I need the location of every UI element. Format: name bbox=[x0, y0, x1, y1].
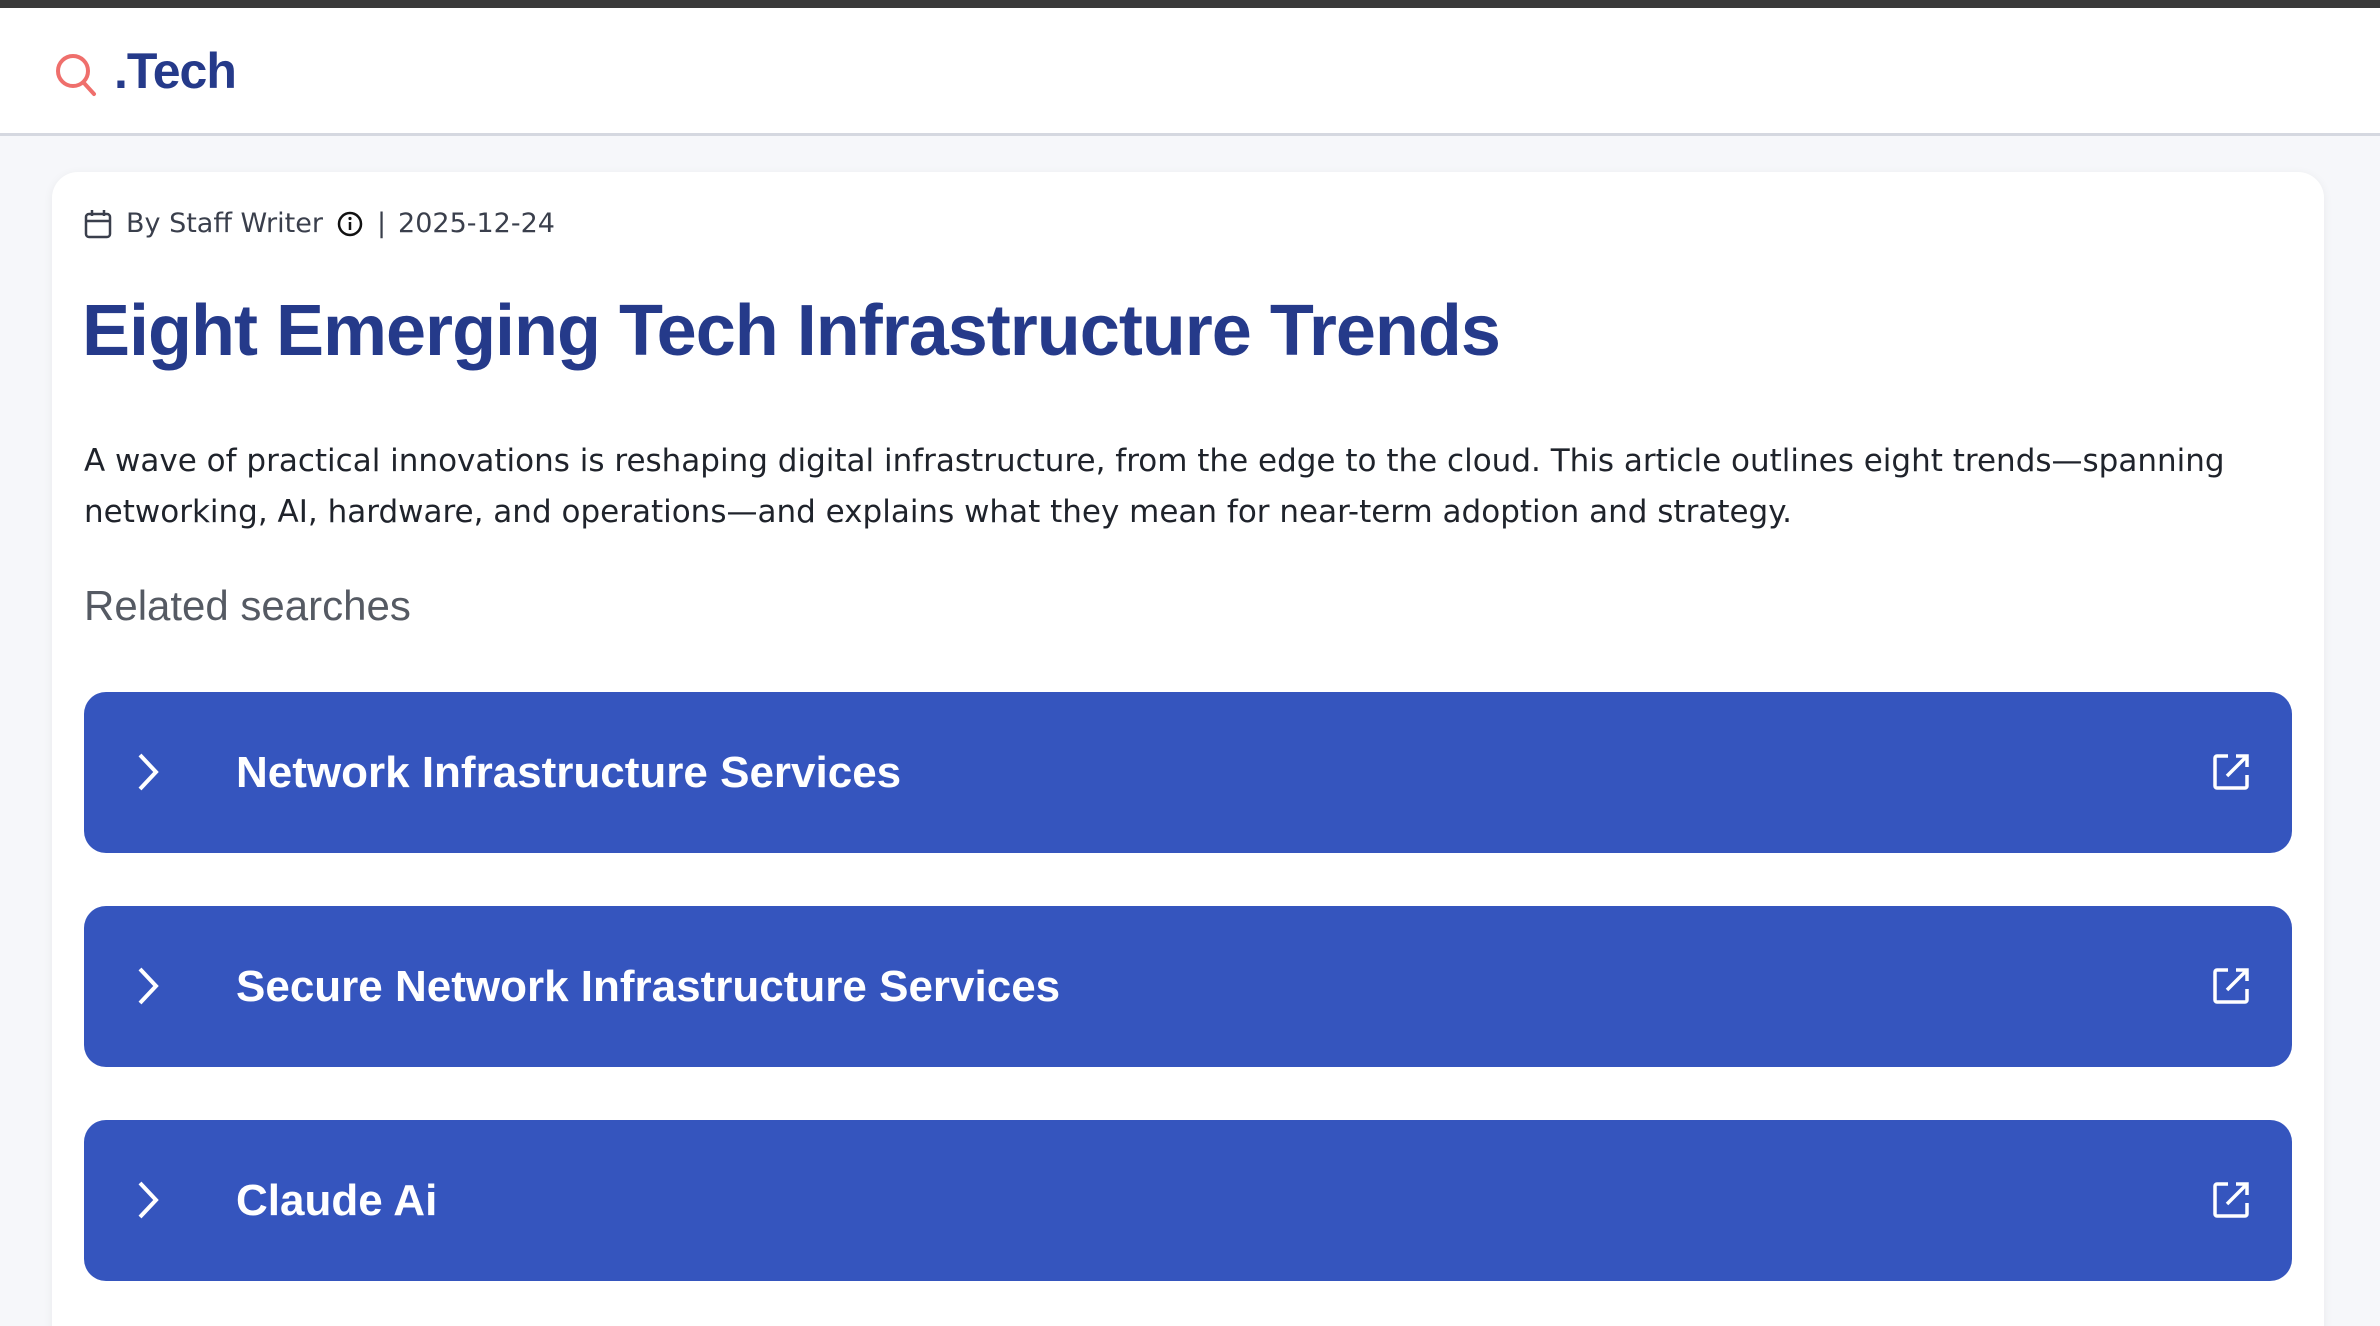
calendar-icon bbox=[84, 209, 112, 238]
search-icon bbox=[56, 53, 96, 96]
related-search-label: Network Infrastructure Services bbox=[236, 747, 902, 797]
chevron-right-icon bbox=[138, 753, 159, 791]
chevron-right-icon bbox=[138, 967, 159, 1005]
related-search-button[interactable]: Claude Ai bbox=[84, 1120, 2292, 1281]
info-icon[interactable] bbox=[337, 211, 363, 237]
chevron-right-icon bbox=[138, 1181, 159, 1219]
browser-top-bar bbox=[0, 0, 2380, 8]
related-search-label: Secure Network Infrastructure Services bbox=[236, 961, 1061, 1011]
related-search-button[interactable]: Network Infrastructure Services bbox=[84, 692, 2292, 853]
author: By Staff Writer bbox=[126, 208, 323, 239]
publish-date: 2025-12-24 bbox=[398, 208, 555, 239]
external-link-icon bbox=[2213, 968, 2249, 1004]
site-header: .Tech bbox=[0, 8, 2380, 136]
site-logo[interactable]: .Tech bbox=[114, 42, 237, 99]
external-link-icon bbox=[2213, 1182, 2249, 1218]
meta-separator: | bbox=[376, 208, 387, 239]
article-meta: By Staff Writer | 2025-12-24 bbox=[84, 208, 555, 239]
external-link-icon bbox=[2213, 754, 2249, 790]
related-searches-heading: Related searches bbox=[84, 582, 411, 629]
page-title: Eight Emerging Tech Infrastructure Trend… bbox=[82, 291, 1501, 371]
article-description: A wave of practical innovations is resha… bbox=[84, 443, 2225, 530]
related-search-label: Claude Ai bbox=[236, 1175, 438, 1225]
article-card: By Staff Writer | 2025-12-24 Eight Emerg… bbox=[52, 172, 2324, 1326]
related-search-button[interactable]: Secure Network Infrastructure Services bbox=[84, 906, 2292, 1067]
